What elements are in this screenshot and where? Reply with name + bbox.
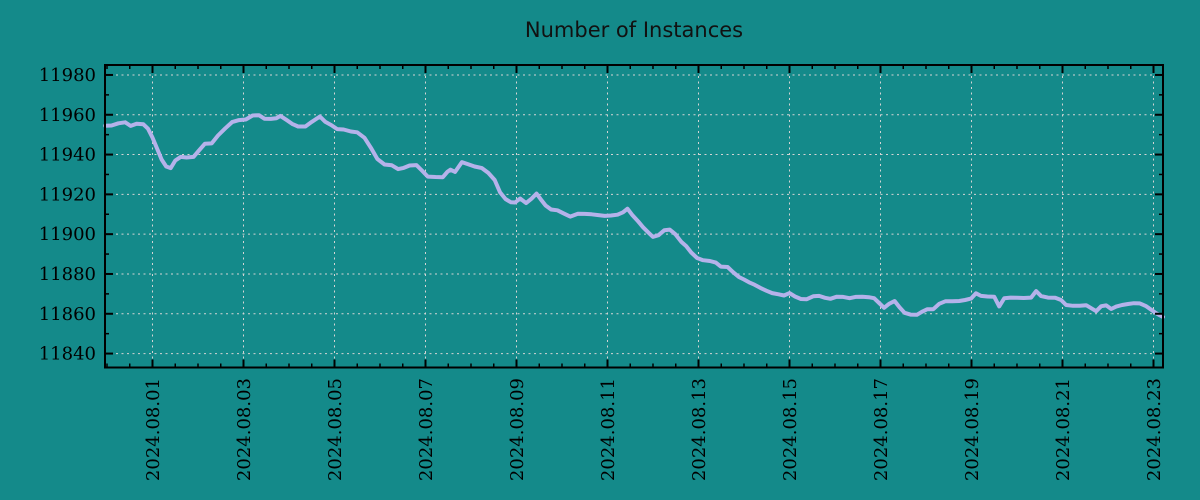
y-tick-label: 11880 [39, 264, 96, 285]
x-tick-label: 2024.08.11 [598, 378, 619, 481]
x-tick-label: 2024.08.17 [871, 378, 892, 481]
x-tick-label: 2024.08.21 [1053, 378, 1074, 481]
x-tick-label: 2024.08.07 [416, 378, 437, 481]
x-tick-label: 2024.08.15 [780, 378, 801, 481]
x-tick-label: 2024.08.19 [962, 378, 983, 481]
y-tick-label: 11960 [39, 105, 96, 126]
y-tick-label: 11920 [39, 184, 96, 205]
y-tick-label: 11860 [39, 304, 96, 325]
x-tick-label: 2024.08.05 [325, 378, 346, 481]
y-tick-label: 11900 [39, 224, 96, 245]
y-tick-label: 11840 [39, 344, 96, 365]
y-tick-label: 11940 [39, 145, 96, 166]
x-tick-label: 2024.08.13 [689, 378, 710, 481]
x-tick-label: 2024.08.23 [1144, 378, 1165, 481]
chart-title: Number of Instances [525, 18, 743, 42]
x-tick-label: 2024.08.09 [507, 378, 528, 481]
x-tick-label: 2024.08.01 [143, 378, 164, 481]
x-axis-labels: 2024.08.01 2024.08.03 2024.08.05 2024.08.07… [143, 378, 1165, 481]
x-tick-label: 2024.08.03 [234, 378, 255, 481]
y-tick-label: 11980 [39, 65, 96, 86]
axis-ticks [105, 65, 1163, 368]
series-layer [103, 113, 1165, 319]
y-axis-labels: 11840 11860 11880 11900 11920 11940 11960 11980 [39, 65, 96, 365]
plot-border [104, 64, 1164, 369]
series-line [103, 113, 1165, 319]
